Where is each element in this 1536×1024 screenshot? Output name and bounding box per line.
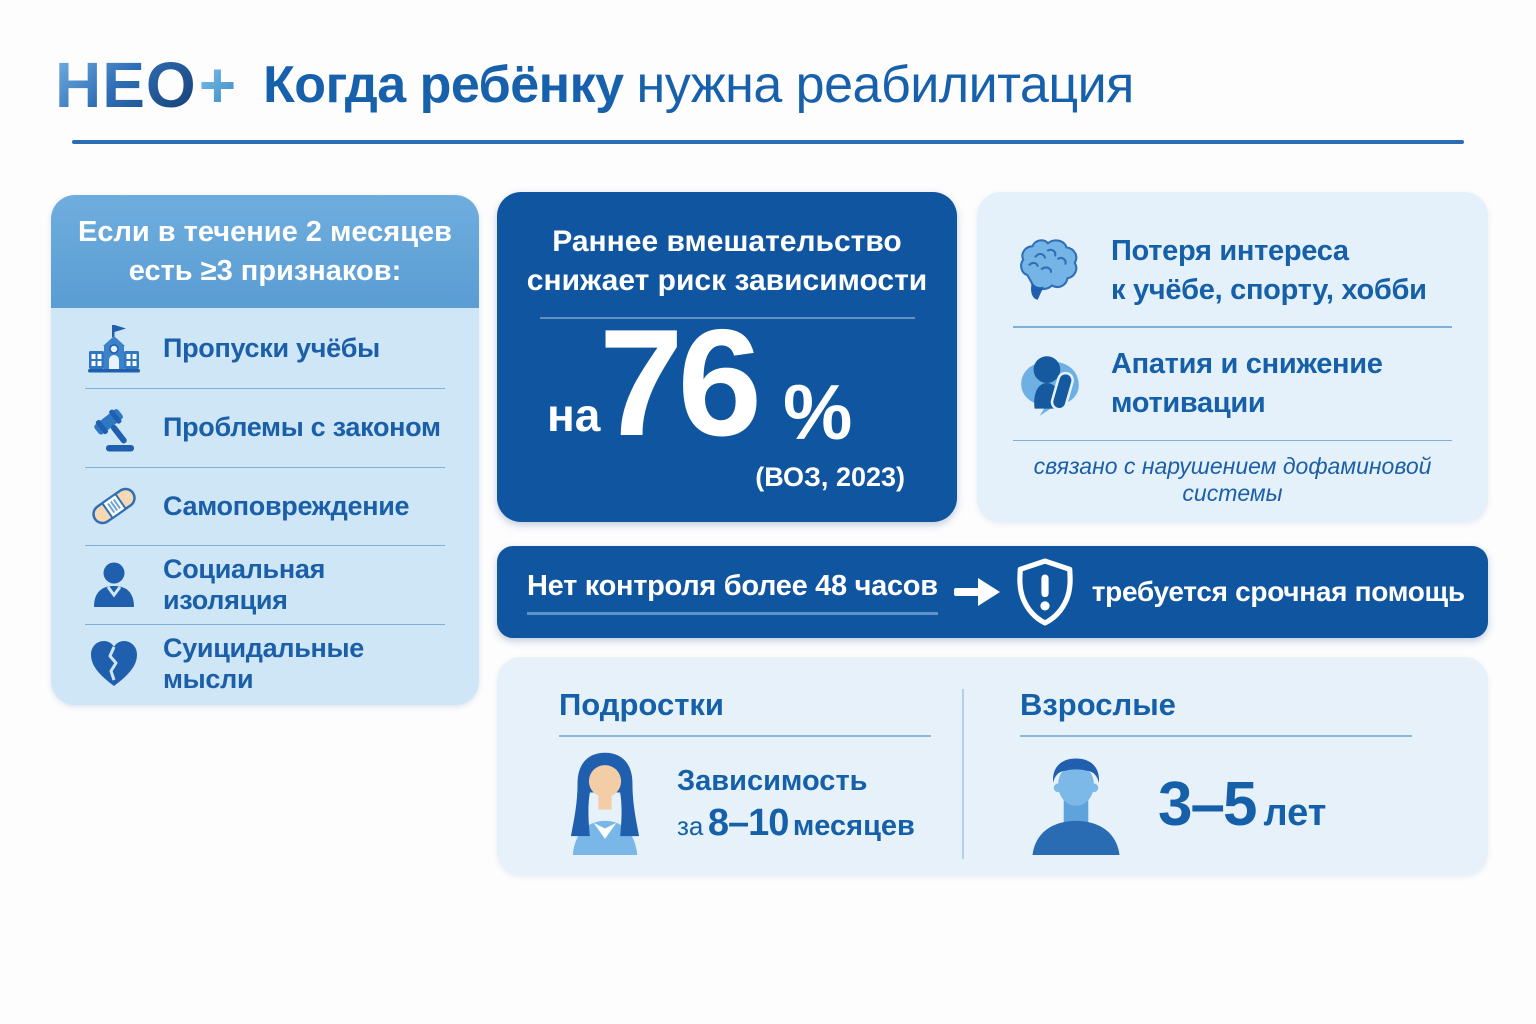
teen-duration: Зависимость за 8–10 месяцев	[677, 765, 915, 845]
list-item: Социальная изоляция	[85, 545, 445, 624]
adult-duration-value: 3–5	[1158, 770, 1257, 839]
page-title-emphasis: Когда ребёнку	[263, 56, 624, 114]
symptom-label: Потеря интереса к учёбе, спорту, хобби	[1111, 232, 1427, 310]
teen-line2-value: 8–10	[707, 801, 790, 844]
stat-card: Раннее вмешательство снижает риск зависи…	[497, 192, 957, 522]
teens-title: Подростки	[559, 687, 724, 722]
timeline-card: Подростки Зависимость за 8–	[497, 657, 1488, 875]
criteria-label: Проблемы с законом	[163, 412, 441, 443]
list-item: Проблемы с законом	[85, 387, 445, 467]
criteria-heading: Если в течение 2 месяцев есть ≥3 признак…	[51, 195, 479, 308]
list-item: Суицидальные мысли	[85, 624, 445, 703]
adult-avatar	[1020, 749, 1132, 860]
shield-exclamation-icon	[1014, 558, 1076, 626]
logo-plus-icon: +	[198, 49, 238, 121]
alert-action: требуется срочная помощь	[1091, 576, 1465, 607]
stat-title-line2: снижает риск зависимости	[526, 264, 928, 297]
list-item: Апатия и снижение мотивации	[1013, 328, 1452, 440]
school-icon	[85, 320, 143, 378]
symptoms-divider	[1013, 326, 1452, 328]
symptom-label-line2: мотивации	[1111, 386, 1266, 419]
criteria-heading-line2: есть ≥3 признаков:	[128, 254, 402, 287]
stat-source: (ВОЗ, 2023)	[755, 462, 905, 492]
brain-icon	[1013, 234, 1087, 308]
neo-plus-logo: НЕО +	[55, 48, 237, 122]
stat-title-line1: Раннее вмешательство	[552, 225, 902, 258]
criteria-list: Пропуски учёбы Проблемы с законом	[51, 308, 479, 705]
symptom-label-line2: к учёбе, спорту, хобби	[1111, 274, 1427, 306]
criteria-heading-line1: Если в течение 2 месяцев	[78, 215, 452, 248]
timeline-column-divider	[962, 689, 964, 859]
page-title: Когда ребёнку нужна реабилитация	[263, 55, 1134, 115]
alert-banner: Нет контроля более 48 часов требуется ср…	[497, 546, 1488, 638]
criteria-label: Суицидальные мысли	[163, 633, 364, 695]
adult-duration-suffix: лет	[1263, 792, 1327, 834]
teen-line2-suffix: месяцев	[792, 809, 915, 842]
logo-text: НЕО	[55, 49, 197, 121]
alert-condition: Нет контроля более 48 часов	[527, 570, 938, 615]
teens-column: Подростки Зависимость за 8–	[497, 657, 962, 875]
dopamine-note: связано с нарушением дофаминовой системы	[1033, 453, 1432, 506]
teen-avatar	[559, 749, 651, 860]
symptom-label-line1: Потеря интереса	[1111, 235, 1349, 267]
criteria-label: Социальная изоляция	[163, 554, 326, 616]
symptom-label-line1: Апатия и снижение	[1111, 347, 1383, 380]
criteria-label: Самоповреждение	[163, 490, 410, 521]
stat-value: 76	[599, 298, 762, 468]
symptoms-divider	[1013, 439, 1452, 441]
page-title-rest: нужна реабилитация	[636, 56, 1135, 114]
teen-line2-prefix: за	[677, 810, 704, 841]
criteria-label: Пропуски учёбы	[163, 333, 380, 364]
bandaid-icon	[85, 477, 143, 535]
teens-title-underline: Подростки	[559, 687, 931, 737]
list-item: Потеря интереса к учёбе, спорту, хобби	[1013, 216, 1452, 326]
teen-line2: за 8–10 месяцев	[677, 802, 915, 845]
adults-title-underline: Взрослые	[1020, 687, 1412, 737]
adults-title: Взрослые	[1020, 687, 1176, 722]
stat-divider	[539, 317, 915, 319]
gavel-icon	[85, 399, 143, 457]
stat-title: Раннее вмешательство снижает риск зависи…	[497, 222, 957, 300]
symptom-label: Апатия и снижение мотивации	[1111, 345, 1383, 423]
header-divider	[72, 140, 1464, 144]
adult-duration: 3–5 лет	[1158, 769, 1326, 840]
adults-column: Взрослые 3–5 лет	[964, 657, 1488, 875]
person-icon	[85, 556, 143, 614]
stat-unit: %	[783, 368, 853, 456]
stat-prefix: на	[547, 389, 601, 441]
list-item: Самоповреждение	[85, 466, 445, 546]
apathy-icon	[1013, 347, 1087, 421]
arrow-right-icon	[953, 578, 1000, 606]
broken-heart-icon	[85, 635, 143, 693]
header: НЕО + Когда ребёнку нужна реабилитация	[55, 48, 1134, 122]
symptoms-card: Потеря интереса к учёбе, спорту, хобби А…	[977, 192, 1488, 522]
teen-line1: Зависимость	[677, 764, 868, 797]
list-item: Пропуски учёбы	[85, 310, 445, 388]
criteria-panel: Если в течение 2 месяцев есть ≥3 признак…	[51, 195, 479, 705]
